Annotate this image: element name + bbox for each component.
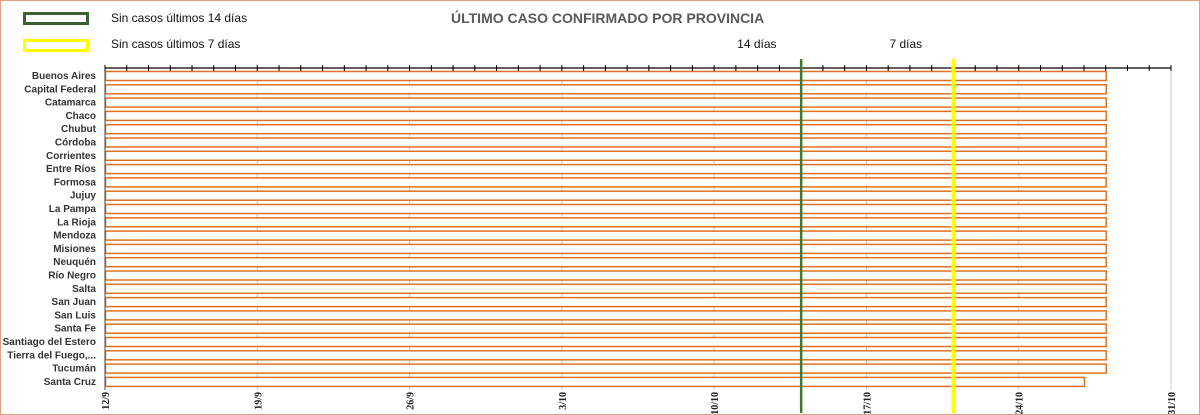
bar (104, 323, 1107, 334)
bar (104, 163, 1107, 175)
province-label: Neuquén (53, 257, 96, 268)
province-label: Córdoba (55, 138, 97, 149)
bar (104, 283, 1107, 295)
province-label: San Juan (52, 297, 96, 308)
chart-title: ÚLTIMO CASO CONFIRMADO POR PROVINCIA (451, 10, 765, 26)
bar (104, 376, 1086, 388)
x-tick-label: 3/10 (558, 392, 569, 410)
reference-line-label: 7 días (889, 37, 922, 51)
province-label: Catamarca (45, 98, 97, 109)
reference-line-label: 14 días (737, 37, 776, 51)
province-label: Tucumán (52, 364, 96, 375)
x-tick-label: 24/10 (1015, 392, 1026, 414)
bar (104, 177, 1107, 188)
province-label: Formosa (54, 177, 97, 188)
legend-label-14-days: Sin casos últimos 14 días (111, 11, 248, 25)
x-tick-label: 10/10 (710, 392, 721, 414)
province-label: Santa Cruz (44, 377, 96, 388)
province-label: San Luis (54, 310, 96, 321)
bar (104, 137, 1107, 148)
bar (104, 256, 1107, 268)
province-label: La Pampa (49, 204, 97, 215)
province-label: Tierra del Fuego,... (7, 350, 96, 361)
province-label: Chubut (61, 124, 97, 135)
province-label: Mendoza (53, 231, 96, 242)
legend-label-7-days: Sin casos últimos 7 días (111, 37, 241, 51)
bar (104, 190, 1107, 201)
x-tick-label: 17/10 (862, 392, 873, 414)
bar (104, 150, 1107, 162)
province-label: Santiago del Estero (3, 337, 96, 348)
province-label: Capital Federal (24, 84, 96, 95)
province-label: La Rioja (57, 217, 96, 228)
bar (104, 123, 1107, 135)
x-tick-label: 12/9 (101, 392, 112, 410)
x-tick-label: 19/9 (253, 392, 264, 410)
bar (104, 110, 1107, 122)
province-label: Entre Ríos (46, 164, 96, 175)
province-label: Salta (72, 284, 96, 295)
bar (104, 363, 1107, 374)
bar (104, 270, 1107, 281)
province-label: Río Negro (48, 271, 96, 282)
province-label: Misiones (53, 244, 96, 255)
bar (104, 230, 1107, 241)
bar (104, 350, 1107, 361)
province-label: Buenos Aires (32, 71, 97, 82)
x-tick-label: 26/9 (406, 392, 417, 410)
bar (104, 84, 1107, 95)
bar (104, 97, 1107, 108)
legend-swatch-7-days (23, 39, 89, 52)
bar (104, 336, 1107, 348)
bar (104, 203, 1107, 215)
bar (104, 296, 1107, 308)
province-label: Santa Fe (54, 324, 96, 335)
bar (104, 217, 1107, 228)
province-label: Jujuy (70, 191, 97, 202)
province-label: Corrientes (46, 151, 96, 162)
bar (104, 70, 1107, 82)
x-tick-label: 31/10 (1167, 392, 1178, 414)
province-label: Chaco (65, 111, 96, 122)
legend-swatch-14-days (23, 12, 89, 25)
bar (104, 310, 1107, 321)
bar (104, 243, 1107, 255)
